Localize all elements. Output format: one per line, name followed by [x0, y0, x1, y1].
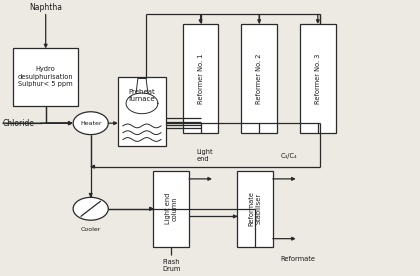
Bar — [183, 24, 218, 133]
Text: Reformate
Stabiliser: Reformate Stabiliser — [248, 191, 262, 226]
Text: Reformer No. 3: Reformer No. 3 — [315, 53, 321, 104]
Bar — [300, 24, 336, 133]
Circle shape — [73, 197, 108, 220]
Text: Flash
Drum: Flash Drum — [162, 259, 180, 272]
Text: Reformer No. 1: Reformer No. 1 — [197, 53, 204, 104]
Text: Cooler: Cooler — [81, 227, 101, 232]
Bar — [153, 171, 189, 247]
Text: Heater: Heater — [80, 121, 102, 126]
Bar — [13, 49, 78, 105]
Text: Chloride: Chloride — [3, 119, 35, 128]
Bar — [118, 77, 166, 146]
Text: Reformer No. 2: Reformer No. 2 — [256, 53, 262, 104]
Circle shape — [73, 112, 108, 135]
Bar — [237, 171, 273, 247]
Text: Light end
column: Light end column — [165, 193, 178, 224]
Text: Light
end: Light end — [197, 149, 213, 162]
Text: Preheat
furnace: Preheat furnace — [129, 89, 155, 102]
Bar — [241, 24, 277, 133]
Text: Hydro
desulphurisation
Sulphur< 5 ppm: Hydro desulphurisation Sulphur< 5 ppm — [18, 67, 74, 87]
Text: Reformate: Reformate — [280, 256, 315, 262]
Text: Naphtha: Naphtha — [29, 3, 63, 12]
Text: C₃/C₄: C₃/C₄ — [280, 153, 297, 159]
